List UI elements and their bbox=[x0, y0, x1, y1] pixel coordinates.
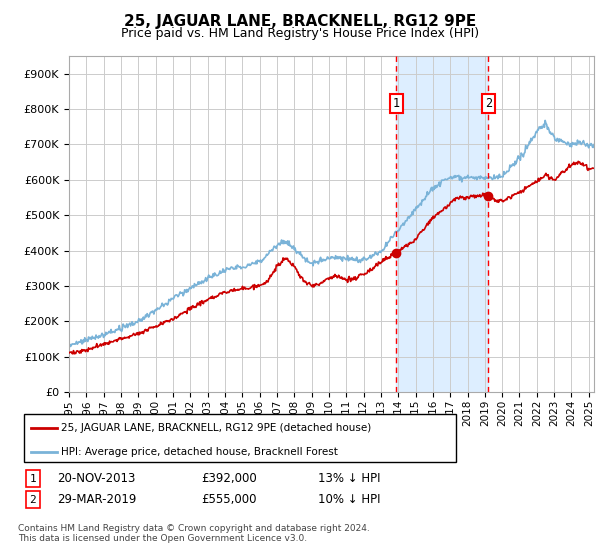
Text: Price paid vs. HM Land Registry's House Price Index (HPI): Price paid vs. HM Land Registry's House … bbox=[121, 27, 479, 40]
Text: £392,000: £392,000 bbox=[201, 472, 257, 486]
Text: Contains HM Land Registry data © Crown copyright and database right 2024.
This d: Contains HM Land Registry data © Crown c… bbox=[18, 524, 370, 543]
Text: 13% ↓ HPI: 13% ↓ HPI bbox=[318, 472, 380, 486]
Text: 2: 2 bbox=[29, 494, 37, 505]
Text: 2: 2 bbox=[485, 97, 492, 110]
Text: 1: 1 bbox=[29, 474, 37, 484]
Text: 20-NOV-2013: 20-NOV-2013 bbox=[57, 472, 136, 486]
Text: 10% ↓ HPI: 10% ↓ HPI bbox=[318, 493, 380, 506]
Text: 29-MAR-2019: 29-MAR-2019 bbox=[57, 493, 136, 506]
Text: £555,000: £555,000 bbox=[201, 493, 257, 506]
Text: 25, JAGUAR LANE, BRACKNELL, RG12 9PE (detached house): 25, JAGUAR LANE, BRACKNELL, RG12 9PE (de… bbox=[61, 423, 371, 433]
Bar bbox=[397, 56, 488, 392]
Text: HPI: Average price, detached house, Bracknell Forest: HPI: Average price, detached house, Brac… bbox=[61, 446, 338, 456]
Text: 1: 1 bbox=[393, 97, 400, 110]
Text: 25, JAGUAR LANE, BRACKNELL, RG12 9PE: 25, JAGUAR LANE, BRACKNELL, RG12 9PE bbox=[124, 14, 476, 29]
